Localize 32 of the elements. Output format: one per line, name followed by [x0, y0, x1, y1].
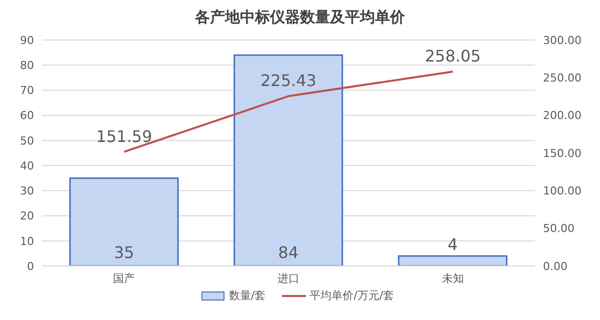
- y-tick-label: 50: [20, 134, 34, 148]
- y-tick-label: 80: [20, 59, 34, 72]
- bar: [234, 54, 344, 266]
- y-tick-label: 90: [20, 34, 34, 47]
- data-label: 84: [278, 243, 299, 262]
- bar: [398, 255, 508, 266]
- y-tick-label: 60: [20, 109, 34, 122]
- y-tick-label: 10: [20, 234, 34, 248]
- y2-tick-label: 250.00: [543, 72, 582, 85]
- chart-title: 各产地中标仪器数量及平均单价: [194, 8, 406, 28]
- bar: [69, 177, 179, 266]
- data-label: 151.59: [96, 126, 152, 146]
- legend-label: 数量/套: [228, 288, 266, 303]
- x-tick-label: 未知: [442, 272, 464, 285]
- data-label: 258.05: [424, 46, 481, 66]
- data-label: 4: [448, 234, 458, 254]
- y2-tick-label: 300.00: [543, 34, 582, 47]
- y-tick-label: 20: [20, 210, 34, 223]
- y-tick-label: 30: [20, 184, 34, 198]
- y2-tick-label: 200.00: [543, 109, 582, 122]
- y2-tick-label: 0.00: [543, 260, 568, 273]
- x-tick-label: 进口: [278, 272, 300, 285]
- legend-label: 平均单价/万元/套: [310, 288, 394, 303]
- y-tick-label: 70: [20, 84, 34, 98]
- y-tick-label: 40: [20, 159, 34, 172]
- x-tick-label: 国产: [113, 272, 136, 285]
- y2-tick-label: 150.00: [543, 146, 582, 160]
- y2-tick-label: 100.00: [543, 184, 582, 198]
- data-label: 35: [114, 243, 134, 262]
- data-label: 225.43: [260, 71, 316, 90]
- y2-tick-label: 50.00: [543, 222, 574, 236]
- y-tick-label: 0: [27, 260, 34, 273]
